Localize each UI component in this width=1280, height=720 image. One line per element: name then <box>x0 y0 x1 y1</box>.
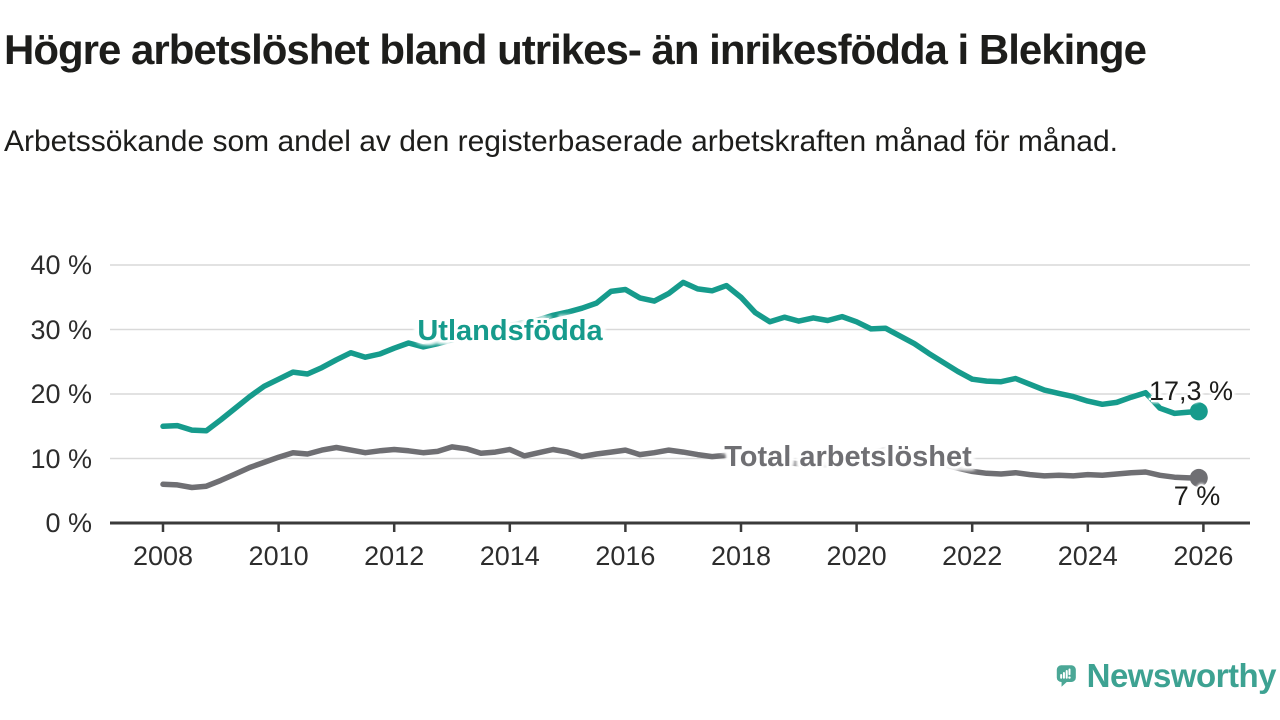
x-tick-label: 2026 <box>1173 541 1234 571</box>
newsworthy-logo-icon <box>1056 665 1076 687</box>
chart-area <box>0 230 1280 580</box>
y-tick-label: 0 % <box>45 508 92 538</box>
x-tick-label: 2012 <box>364 541 425 571</box>
x-tick-label: 2008 <box>132 541 194 571</box>
page-title: Högre arbetslöshet bland utrikes- än inr… <box>4 26 1147 73</box>
y-tick-label: 10 % <box>30 443 92 474</box>
series-label-total-arbetsloshet: Total arbetslöshet <box>724 441 972 473</box>
x-tick-label: 2018 <box>710 541 772 571</box>
series-line-0 <box>160 279 1202 434</box>
newsworthy-logo: Newsworthy <box>1056 648 1277 704</box>
end-dot-1 <box>1189 468 1208 487</box>
end-dot-0 <box>1189 402 1208 421</box>
y-tick-label: 20 % <box>30 379 92 409</box>
series-line-1 <box>160 444 1202 491</box>
y-tick-label: 30 % <box>30 314 92 345</box>
x-tick-label: 2024 <box>1057 541 1118 571</box>
x-tick-label: 2010 <box>248 541 309 571</box>
chart-subtitle: Arbetssökande som andel av den registerb… <box>4 125 1118 158</box>
end-value-label-total: 7 % <box>1173 481 1221 511</box>
x-tick-label: 2022 <box>942 541 1003 571</box>
x-tick-label: 2020 <box>826 541 887 571</box>
y-tick-label: 40 % <box>30 250 92 280</box>
x-tick-label: 2014 <box>479 541 540 571</box>
series-label-utlandsfodda: Utlandsfödda <box>417 315 603 347</box>
end-value-label-utlandsfodda: 17,3 % <box>1148 376 1233 406</box>
x-tick-label: 2016 <box>595 541 656 571</box>
newsworthy-wordmark: Newsworthy <box>1086 657 1277 694</box>
